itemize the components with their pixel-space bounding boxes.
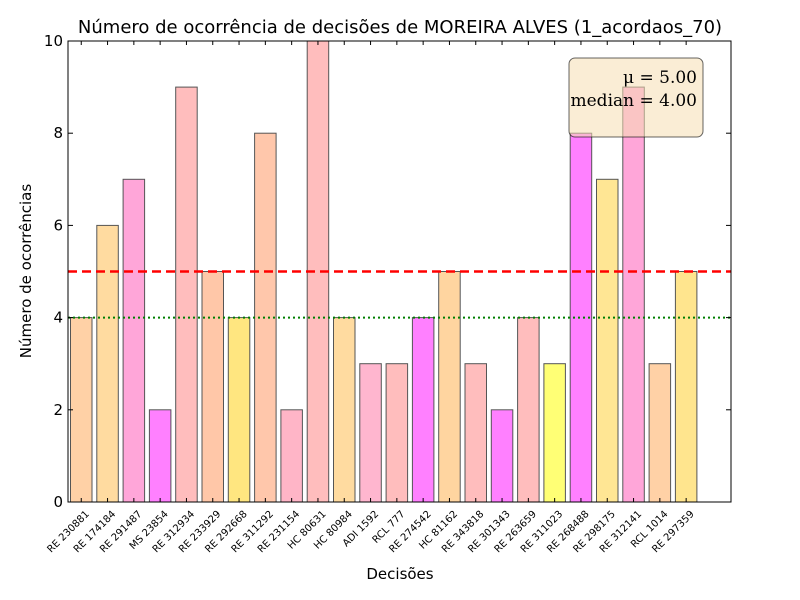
y-axis-label: Número de ocorrências <box>17 184 35 359</box>
bar-13 <box>411 317 435 503</box>
reference-lines <box>68 270 731 319</box>
bar-3 <box>148 409 172 503</box>
plot-frame <box>67 40 732 503</box>
stats-mean-label: μ = 5.00 <box>623 68 697 88</box>
stats-box: μ = 5.00 median = 4.00 <box>568 57 704 138</box>
stats-box-background <box>568 57 704 138</box>
y-tick-label-5: 10 <box>44 32 63 50</box>
y-tick-label-2: 4 <box>53 309 63 327</box>
bar-0 <box>70 317 93 503</box>
y-tick-label-0: 0 <box>53 493 63 511</box>
bar-20 <box>596 178 619 503</box>
bar-5 <box>201 271 224 503</box>
stats-median-label: median = 4.00 <box>571 91 698 111</box>
bar-12 <box>385 363 409 503</box>
bar-14 <box>438 271 461 503</box>
bar-11 <box>359 363 382 503</box>
y-tick-label-1: 2 <box>53 401 63 419</box>
bar-10 <box>333 317 356 503</box>
bar-1 <box>96 224 119 503</box>
bar-2 <box>122 178 146 503</box>
bar-16 <box>490 409 514 503</box>
bar-23 <box>674 271 698 503</box>
y-axis: 0 2 4 6 8 10 <box>44 32 731 511</box>
bar-22 <box>648 363 672 503</box>
bar-15 <box>464 363 487 503</box>
bar-21 <box>622 86 645 503</box>
bar-17 <box>517 317 540 503</box>
y-tick-label-3: 6 <box>53 216 63 234</box>
y-tick-label-4: 8 <box>53 124 63 142</box>
chart-title: Número de ocorrência de decisões de MORE… <box>78 17 722 38</box>
bar-7 <box>254 132 277 503</box>
bar-8 <box>280 409 303 503</box>
bar-4 <box>175 86 198 503</box>
x-axis-label: Decisões <box>366 565 433 583</box>
bar-6 <box>227 317 251 503</box>
bar-18 <box>543 363 566 503</box>
